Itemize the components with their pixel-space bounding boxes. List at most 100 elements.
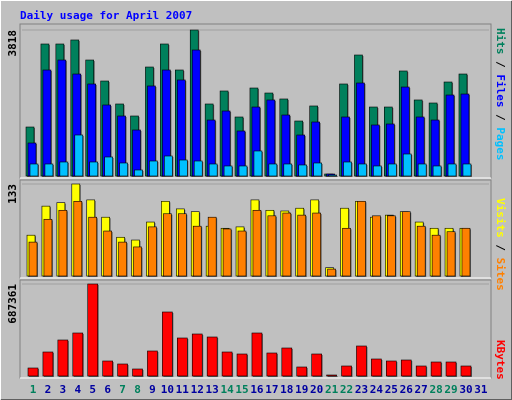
bar xyxy=(296,366,308,377)
legend-entry: Visits xyxy=(494,198,507,238)
legend: Hits / Files / Pages xyxy=(494,28,507,161)
x-tick-label: 17 xyxy=(265,383,278,396)
bar xyxy=(177,337,188,377)
bar xyxy=(149,160,158,177)
bar xyxy=(328,174,337,177)
bar xyxy=(57,59,67,177)
bar xyxy=(251,332,263,377)
bar xyxy=(88,216,98,277)
bar xyxy=(342,227,351,277)
bar xyxy=(117,363,128,377)
x-tick-label: 31 xyxy=(474,383,488,396)
bar xyxy=(326,374,337,377)
bar xyxy=(72,332,84,377)
x-tick-label: 22 xyxy=(340,383,353,396)
bar xyxy=(163,213,172,277)
bar xyxy=(206,336,218,377)
bar xyxy=(193,160,203,177)
x-tick-label: 26 xyxy=(400,383,414,396)
bar xyxy=(134,169,143,177)
bar xyxy=(119,162,128,177)
bar xyxy=(73,200,83,277)
bar xyxy=(371,358,382,377)
bar xyxy=(356,82,365,177)
bar xyxy=(178,213,187,277)
y-tick-label: 3818 xyxy=(6,30,19,57)
bar xyxy=(59,161,69,177)
bar xyxy=(311,353,322,377)
bar xyxy=(74,134,84,177)
bar xyxy=(297,214,307,277)
legend-entry: Sites xyxy=(494,258,507,291)
x-tick-label: 14 xyxy=(220,383,234,396)
bar xyxy=(253,150,263,177)
bar xyxy=(208,163,218,177)
bar xyxy=(222,228,232,277)
x-tick-label: 27 xyxy=(415,383,428,396)
chart-title: Daily usage for April 2007 xyxy=(20,9,192,22)
bar xyxy=(356,345,367,377)
bar xyxy=(28,241,38,277)
bar xyxy=(445,361,457,377)
bar xyxy=(267,215,277,277)
y-tick-label: 687361 xyxy=(6,284,19,324)
bar xyxy=(386,360,397,377)
x-tick-label: 2 xyxy=(45,383,52,396)
bar xyxy=(341,365,352,377)
bar xyxy=(431,234,441,277)
legend-separator: / xyxy=(494,238,507,258)
bar xyxy=(268,163,278,177)
bar xyxy=(162,311,173,377)
bar xyxy=(358,163,367,177)
bar xyxy=(43,218,53,277)
bar xyxy=(312,212,321,277)
bar xyxy=(402,153,412,177)
x-tick-label: 28 xyxy=(429,383,442,396)
bar xyxy=(238,165,248,177)
bar xyxy=(460,365,472,377)
bar xyxy=(147,350,158,377)
bar xyxy=(281,347,293,377)
bar xyxy=(343,161,352,177)
bar xyxy=(462,163,472,177)
bar xyxy=(417,163,427,177)
bar xyxy=(401,211,411,277)
legend-separator: / xyxy=(494,108,507,128)
x-tick-label: 9 xyxy=(149,383,156,396)
bar xyxy=(223,165,233,177)
bar xyxy=(313,162,322,177)
bar xyxy=(89,161,99,177)
x-tick-label: 29 xyxy=(444,383,457,396)
bar xyxy=(282,212,292,277)
bar xyxy=(298,164,308,177)
x-tick-label: 3 xyxy=(60,383,67,396)
bar xyxy=(44,163,54,177)
bar xyxy=(42,351,54,377)
bar xyxy=(447,163,457,177)
bar xyxy=(42,69,52,177)
x-tick-label: 25 xyxy=(385,383,398,396)
bar xyxy=(266,352,278,377)
bar xyxy=(236,353,248,377)
bar xyxy=(27,367,39,377)
bar xyxy=(58,209,68,277)
bar xyxy=(430,361,442,377)
bar xyxy=(57,339,69,377)
bar xyxy=(388,163,397,177)
x-tick-label: 23 xyxy=(355,383,368,396)
bar xyxy=(103,230,112,277)
x-tick-label: 1 xyxy=(30,383,37,396)
bar xyxy=(102,360,113,377)
y-tick-label: 133 xyxy=(6,184,19,204)
legend-separator: / xyxy=(494,55,507,75)
x-tick-label: 21 xyxy=(325,383,339,396)
bar xyxy=(461,227,471,277)
x-tick-label: 16 xyxy=(250,383,264,396)
bar xyxy=(415,365,427,377)
bar xyxy=(179,159,188,177)
legend-entry: KBytes xyxy=(494,340,507,380)
bar xyxy=(446,231,456,277)
bar xyxy=(87,283,99,377)
